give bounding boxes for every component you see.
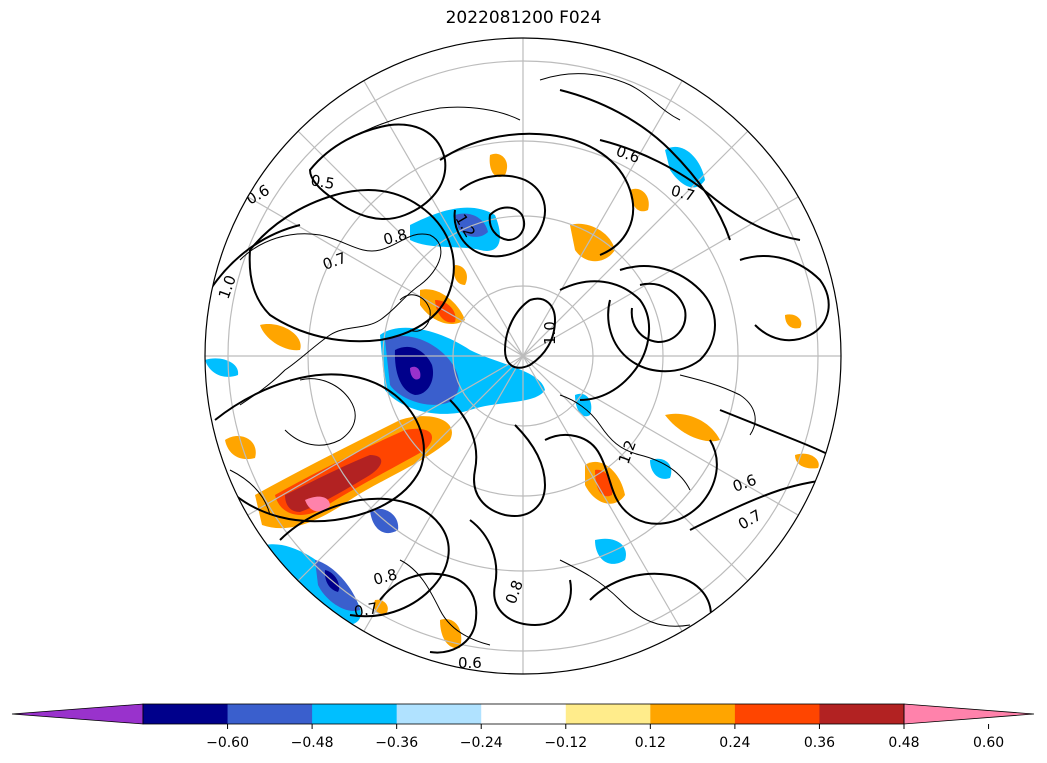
colorbar-tick-label: −0.60 — [206, 735, 249, 751]
contour-label: 0.5 — [309, 171, 336, 193]
contour-label: 0.6 — [730, 471, 759, 496]
colorbar-segments — [11, 703, 1035, 725]
colorbar-segment — [734, 704, 820, 724]
colorbar-segment — [396, 704, 482, 724]
contour-label: 1.0 — [541, 321, 559, 345]
contour-label: 0.6 — [458, 654, 482, 672]
contour-label: 1.2 — [615, 438, 640, 467]
colorbar-tick-label: −0.48 — [291, 735, 334, 751]
anomaly-patch-negative — [595, 538, 626, 564]
contour-lines — [209, 89, 841, 654]
contour-label: 0.8 — [371, 565, 399, 589]
coastlines — [229, 73, 756, 646]
colorbar-segment — [143, 704, 229, 724]
anomaly-patch-negative — [410, 366, 421, 380]
anomaly-patch-positive — [225, 436, 256, 460]
anomaly-patch-positive — [570, 223, 615, 262]
anomaly-patch-positive — [285, 455, 382, 512]
contour-label: 0.8 — [381, 225, 409, 249]
colorbar-tick-label: 0.36 — [804, 735, 835, 751]
colorbar-segment — [481, 704, 567, 724]
anomaly-patch-positive — [795, 453, 819, 469]
anomaly-patch-negative — [575, 393, 592, 417]
colorbar-segment — [565, 704, 651, 724]
anomaly-patch-negative — [205, 358, 239, 377]
colorbar-frame — [142, 703, 905, 725]
colorbar-tick-label: −0.36 — [375, 735, 418, 751]
map-title: 2022081200 F024 — [445, 8, 602, 28]
contour-label: 0.6 — [243, 181, 273, 209]
colorbar-extend-high — [903, 703, 1035, 725]
colorbar-tick-label: 0.60 — [973, 735, 1004, 751]
graticule — [205, 38, 841, 674]
contour-label: 0.7 — [735, 506, 765, 534]
colorbar-segment — [650, 704, 736, 724]
polar-map: 0.6 0.7 0.8 1.0 1.2 0.5 0.8 0.6 0.7 1.0 … — [204, 37, 842, 675]
colorbar-tick-label: 0.48 — [888, 735, 919, 751]
colorbar-tick-label: 0.24 — [719, 735, 750, 751]
anomaly-patch-positive — [785, 314, 802, 329]
contour-label: 0.7 — [353, 599, 380, 621]
anomaly-patch-positive — [454, 265, 467, 285]
anomaly-patches — [205, 146, 819, 649]
map-boundary — [204, 37, 842, 675]
anomaly-patch-positive — [489, 153, 508, 178]
colorbar-segment — [312, 704, 398, 724]
colorbar-tick-label: −0.24 — [460, 735, 503, 751]
colorbar-tick-label: −0.12 — [544, 735, 587, 751]
colorbar-tick-label: 0.12 — [635, 735, 666, 751]
anomaly-patch-negative — [650, 458, 672, 479]
anomaly-patch-positive — [260, 324, 301, 351]
colorbar-ticks: −0.60 −0.48 −0.36 −0.24 −0.12 0.12 0.24 0.36 0.4… — [206, 724, 1004, 751]
anomaly-patch-positive — [305, 496, 330, 512]
anomaly-patch-positive — [374, 599, 388, 615]
colorbar-extend-low — [11, 703, 144, 725]
colorbar-segment — [227, 704, 313, 724]
anomaly-patch-positive — [630, 188, 649, 212]
anomaly-patch-positive — [665, 413, 720, 442]
colorbar-segment — [819, 704, 905, 724]
contour-label: 0.7 — [669, 181, 697, 205]
